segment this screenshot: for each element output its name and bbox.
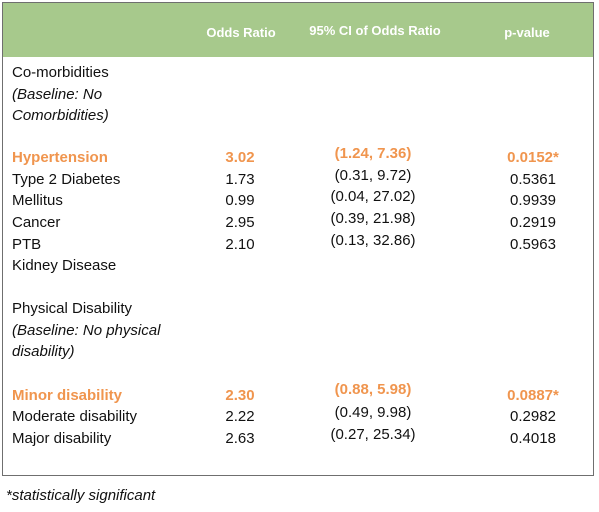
row-or-hypertension: 3.02 [225,149,255,166]
row-label-type2-diabetes: Type 2 Diabetes [12,171,121,188]
row-label-ptb: PTB [12,236,42,253]
row-p-major-disability: 0.4018 [510,430,556,447]
row-p-minor-disability: 0.0887* [507,387,559,404]
section-baseline-disability-2: disability) [12,343,75,360]
row-ci-mellitus: (0.04, 27.02) [330,188,416,205]
section-title-physical-disability: Physical Disability [12,300,133,317]
section-baseline-disability-1: (Baseline: No physical [12,322,161,339]
row-or-type2-diabetes: 1.73 [225,171,255,188]
section-baseline-comorbidities-1: (Baseline: No [12,86,103,103]
row-label-hypertension: Hypertension [12,149,108,166]
row-label-major-disability: Major disability [12,430,112,447]
row-or-mellitus: 0.99 [225,192,255,209]
header-ci: 95% CI of Odds Ratio [309,23,441,38]
row-ci-hypertension: (1.24, 7.36) [334,145,412,162]
header-p-value: p-value [504,25,550,40]
row-or-cancer: 2.95 [225,214,255,231]
row-or-minor-disability: 2.30 [225,387,255,404]
section-baseline-comorbidities-2: Comorbidities) [12,107,109,124]
row-ci-minor-disability: (0.88, 5.98) [334,381,412,398]
odds-ratio-table: Odds Ratio 95% CI of Odds Ratio p-value … [2,2,594,476]
row-ci-moderate-disability: (0.49, 9.98) [334,404,412,421]
row-p-hypertension: 0.0152* [507,149,559,166]
table-header: Odds Ratio 95% CI of Odds Ratio p-value [3,3,593,57]
section-title-comorbidities: Co-morbidities [12,64,109,81]
row-p-ptb: 0.5963 [510,236,556,253]
footnote-significance: *statistically significant [6,487,156,504]
row-or-major-disability: 2.63 [225,430,255,447]
row-label-mellitus: Mellitus [12,192,63,209]
row-p-cancer: 0.2919 [510,214,556,231]
row-or-moderate-disability: 2.22 [225,408,255,425]
row-ci-major-disability: (0.27, 25.34) [330,426,416,443]
header-odds-ratio: Odds Ratio [206,25,276,40]
row-label-minor-disability: Minor disability [12,387,123,404]
row-ci-type2-diabetes: (0.31, 9.72) [334,167,412,184]
row-p-moderate-disability: 0.2982 [510,408,556,425]
row-p-type2-diabetes: 0.5361 [510,171,556,188]
row-ci-ptb: (0.13, 32.86) [330,232,416,249]
row-label-cancer: Cancer [12,214,61,231]
row-ci-cancer: (0.39, 21.98) [330,210,416,227]
row-label-kidney-disease: Kidney Disease [12,257,117,274]
row-p-mellitus: 0.9939 [510,192,556,209]
row-or-ptb: 2.10 [225,236,255,253]
row-label-moderate-disability: Moderate disability [12,408,138,425]
